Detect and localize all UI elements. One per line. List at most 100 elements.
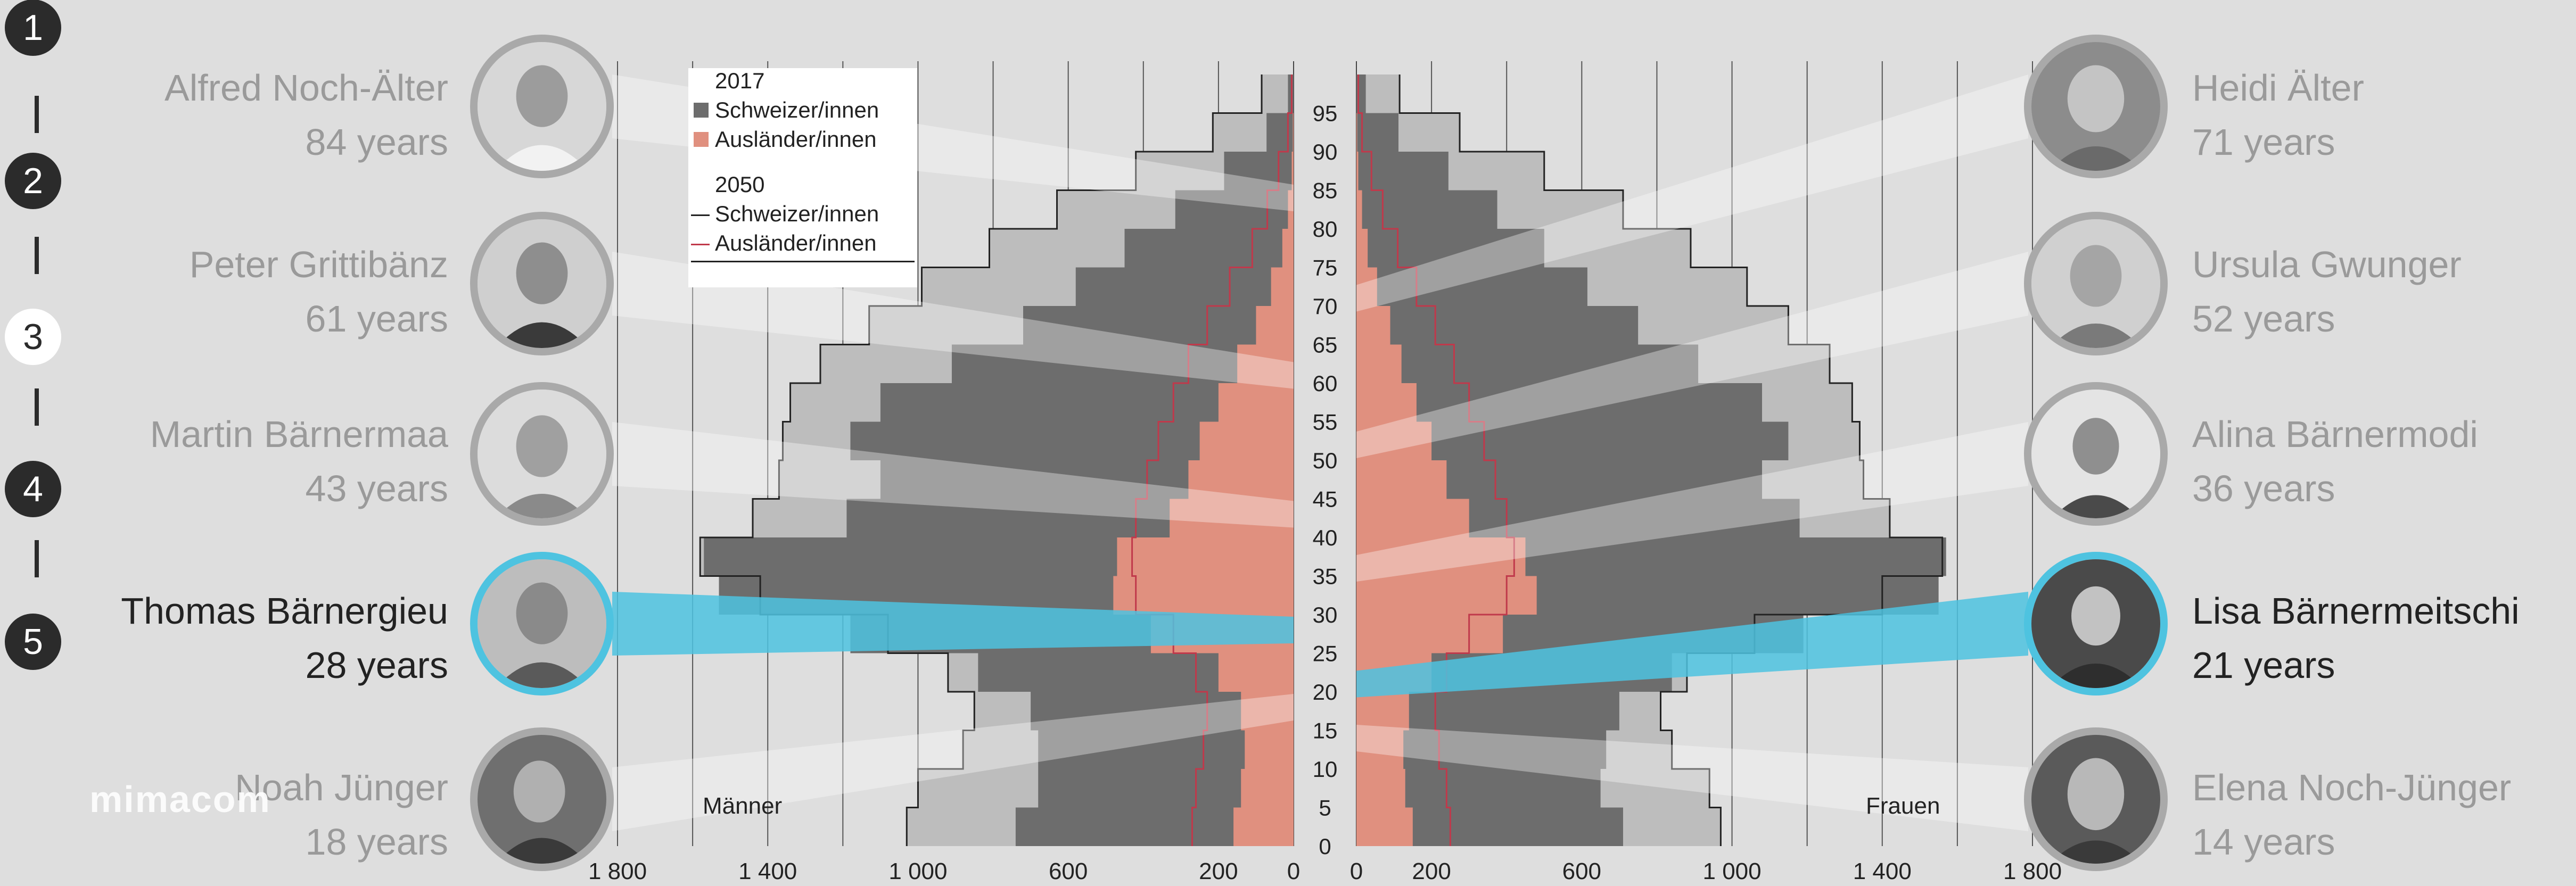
- person-name: Alfred Noch-Älter: [164, 67, 448, 109]
- bar-foreign-2017: [1356, 807, 1413, 846]
- age-tick-label: 5: [1319, 796, 1331, 821]
- step-connector: [35, 237, 39, 274]
- bar-foreign-2017: [1356, 383, 1417, 422]
- person-age: 61 years: [305, 298, 448, 340]
- step-4[interactable]: 4: [5, 461, 61, 517]
- bar-foreign-2017: [1356, 306, 1390, 345]
- portrait-icon: [2031, 390, 2160, 518]
- person-avatar-right-2[interactable]: [2024, 212, 2168, 355]
- person-avatar-left-3[interactable]: [470, 382, 614, 526]
- legend-swiss-2017: Schweizer/innen: [715, 97, 879, 122]
- portrait-icon: [478, 219, 606, 348]
- bar-swiss-2017: [1124, 229, 1294, 268]
- bar-foreign-2017: [1356, 344, 1402, 383]
- person-avatar-right-3[interactable]: [2024, 382, 2168, 526]
- step-4-label: 4: [23, 469, 43, 509]
- person-age: 43 years: [305, 468, 448, 509]
- step-5[interactable]: 5: [5, 614, 61, 670]
- step-2-label: 2: [23, 161, 43, 201]
- x-tick-label: 1 000: [1703, 858, 1762, 884]
- portrait-icon: [478, 735, 606, 864]
- person-avatar-left-4[interactable]: [470, 552, 614, 695]
- age-tick-label: 0: [1319, 834, 1331, 859]
- bar-foreign-2017: [1356, 769, 1405, 808]
- males-label: Männer: [703, 793, 783, 819]
- bar-foreign-2017: [1356, 190, 1362, 229]
- bar-swiss-2017: [1356, 344, 1699, 383]
- bar-swiss-2017: [1356, 190, 1497, 229]
- person-avatar-right-1[interactable]: [2024, 35, 2168, 178]
- bar-foreign-2017: [1241, 692, 1294, 731]
- legend-foreign-2017: Ausländer/innen: [715, 127, 877, 152]
- bar-foreign-2017: [1199, 421, 1294, 460]
- bar-swiss-2017: [1356, 267, 1587, 306]
- person-age: 36 years: [2192, 468, 2335, 509]
- person-avatar-right-4[interactable]: [2024, 552, 2168, 695]
- age-tick-label: 60: [1313, 371, 1338, 396]
- person-avatar-left-5[interactable]: [470, 727, 614, 871]
- x-tick-label: 1 400: [1853, 858, 1912, 884]
- bar-foreign-2017: [1233, 807, 1294, 846]
- bar-swiss-2017: [1356, 152, 1449, 191]
- line-foreign-2050: [1357, 74, 1515, 846]
- legend-swatch-swiss-2017: [694, 103, 709, 118]
- bar-swiss-2017: [1288, 74, 1294, 113]
- step-1[interactable]: 1: [5, 0, 61, 56]
- bar-swiss-2017: [951, 344, 1294, 383]
- age-tick-label: 20: [1313, 680, 1338, 705]
- portrait-icon: [478, 559, 606, 688]
- person-name: Elena Noch-Jünger: [2192, 767, 2512, 808]
- portrait-icon: [2031, 735, 2160, 864]
- chart-legend: 2017 Schweizer/innen Ausländer/innen 205…: [688, 68, 917, 287]
- step-3-label: 3: [23, 317, 43, 357]
- females-label: Frauen: [1866, 793, 1940, 819]
- x-tick-label: 1 000: [888, 858, 947, 884]
- bar-foreign-2017: [1288, 190, 1294, 229]
- connector-band-right: [1356, 252, 2028, 458]
- person-name: Peter Grittibänz: [189, 244, 448, 285]
- bar-foreign-2017: [1241, 769, 1294, 808]
- person-age: 21 years: [2192, 644, 2335, 686]
- age-tick-label: 70: [1313, 294, 1338, 319]
- age-tick-label: 85: [1313, 178, 1338, 203]
- age-tick-label: 15: [1313, 718, 1338, 743]
- person-age: 14 years: [2192, 821, 2335, 863]
- connector-band-left: [612, 592, 1294, 656]
- age-tick-label: 10: [1313, 757, 1338, 782]
- person-name: Ursula Gwunger: [2192, 244, 2462, 285]
- portrait-icon: [2031, 559, 2160, 688]
- bar-foreign-2017: [1291, 152, 1294, 191]
- step-connector: [35, 540, 39, 577]
- connector-band-right: [1356, 725, 2028, 831]
- bar-foreign-2017: [1356, 692, 1409, 731]
- step-2[interactable]: 2: [5, 153, 61, 209]
- bar-foreign-2017: [1237, 344, 1294, 383]
- age-tick-label: 75: [1313, 255, 1338, 280]
- bar-swiss-2017: [1023, 306, 1294, 345]
- mimacom-watermark: mimacom: [89, 779, 271, 820]
- person-avatar-left-2[interactable]: [470, 212, 614, 355]
- bar-foreign-2017: [1356, 730, 1404, 769]
- portrait-icon: [2031, 219, 2160, 348]
- person-age: 84 years: [305, 121, 448, 163]
- x-tick-label: 600: [1562, 858, 1601, 884]
- line-swiss-2050: [699, 74, 1263, 846]
- person-avatar-right-5[interactable]: [2024, 727, 2168, 871]
- age-tick-label: 40: [1313, 525, 1338, 550]
- x-tick-label: 1 400: [738, 858, 797, 884]
- age-tick-label: 30: [1313, 602, 1338, 627]
- connector-band-right: [1356, 422, 2028, 582]
- bar-foreign-2017: [1218, 383, 1294, 422]
- bar-swiss-2017: [1356, 306, 1639, 345]
- person-avatar-left-1[interactable]: [470, 35, 614, 178]
- person-age: 52 years: [2192, 298, 2335, 340]
- person-age: 28 years: [305, 644, 448, 686]
- x-tick-label: 0: [1350, 858, 1363, 884]
- age-tick-label: 95: [1313, 101, 1338, 126]
- person-age: 71 years: [2192, 121, 2335, 163]
- bar-foreign-2017: [1170, 499, 1294, 537]
- person-name: Alina Bärnermodi: [2192, 413, 2478, 455]
- bar-foreign-2017: [1356, 537, 1526, 576]
- step-3[interactable]: 3: [5, 309, 61, 365]
